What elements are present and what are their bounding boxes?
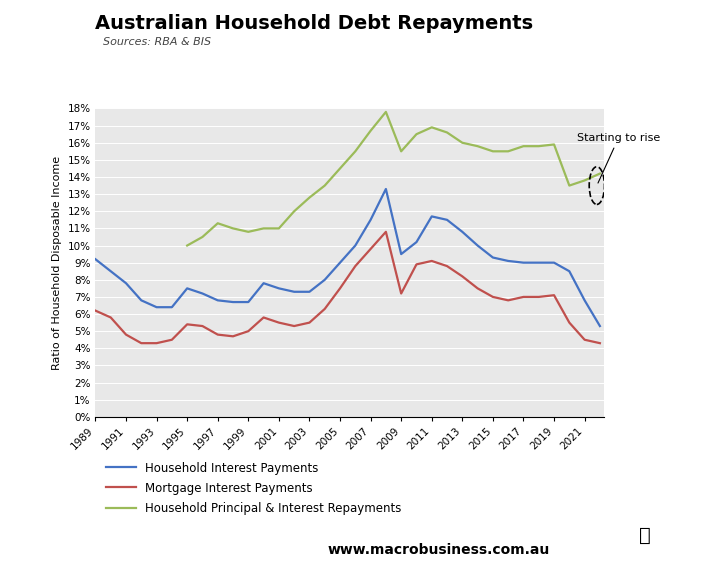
- Text: Starting to rise: Starting to rise: [577, 132, 660, 183]
- Text: Australian Household Debt Repayments: Australian Household Debt Repayments: [95, 14, 534, 33]
- Text: 🐺: 🐺: [639, 526, 651, 545]
- Text: Sources: RBA & BIS: Sources: RBA & BIS: [103, 37, 211, 47]
- Text: BUSINESS: BUSINESS: [583, 64, 667, 79]
- Legend: Household Interest Payments, Mortgage Interest Payments, Household Principal & I: Household Interest Payments, Mortgage In…: [101, 457, 406, 520]
- Y-axis label: Ratio of Household Disposable Income: Ratio of Household Disposable Income: [52, 155, 62, 370]
- Text: www.macrobusiness.com.au: www.macrobusiness.com.au: [327, 542, 549, 557]
- Text: MACRO: MACRO: [585, 26, 665, 45]
